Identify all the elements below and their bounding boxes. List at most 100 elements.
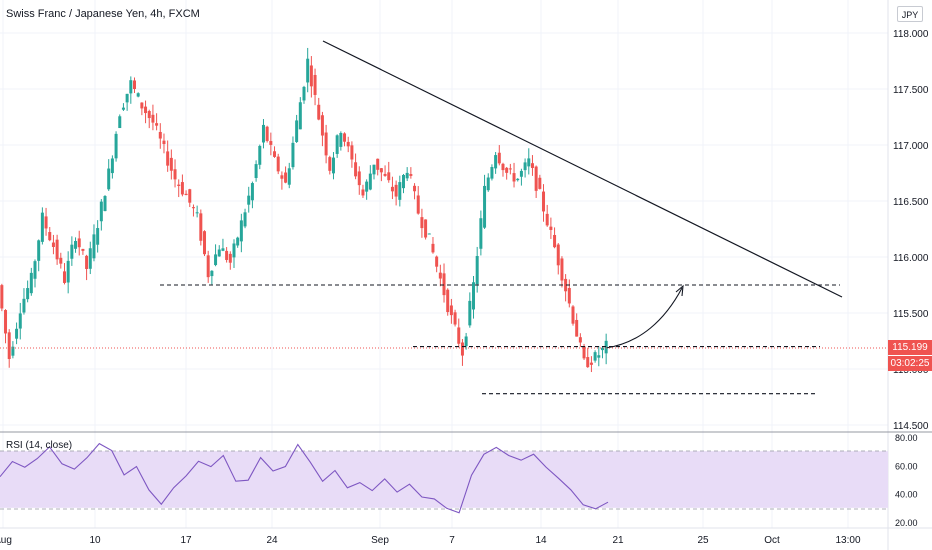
candle-body xyxy=(542,191,546,212)
candle-body xyxy=(166,151,170,166)
time-tick-label: 7 xyxy=(449,535,455,546)
candle-body xyxy=(446,289,450,313)
candle-body xyxy=(199,213,203,241)
candle-body xyxy=(236,237,240,246)
candle-body xyxy=(486,177,490,191)
candle-body xyxy=(85,255,89,269)
candle-body xyxy=(567,288,571,304)
price-tick-label: 118.000 xyxy=(893,29,929,40)
time-tick-label: 10 xyxy=(89,535,101,546)
candle-body xyxy=(250,183,254,201)
candle-body xyxy=(468,300,472,326)
candle-body xyxy=(29,272,33,294)
candle-body xyxy=(173,169,177,180)
candle-body xyxy=(273,151,277,157)
time-tick-label: 24 xyxy=(266,535,278,546)
candle-body xyxy=(376,158,380,170)
time-axis[interactable]: Aug 10 17 24 Sep 7 14 21 25 Oct 13:00 xyxy=(0,527,932,546)
candle-body xyxy=(464,336,468,347)
candle-body xyxy=(357,171,361,186)
candle-body xyxy=(394,184,398,197)
candle-body xyxy=(372,164,376,175)
candle-body xyxy=(508,168,512,170)
candle-body xyxy=(22,298,26,313)
candle-body xyxy=(195,212,199,214)
candle-body xyxy=(368,173,372,190)
candle-body xyxy=(203,231,207,255)
rsi-pane: 80.00 60.00 40.00 20.00 xyxy=(0,433,918,528)
candle-body xyxy=(298,102,302,130)
candle-body xyxy=(81,248,85,251)
candle-body xyxy=(339,132,343,147)
candle-body xyxy=(335,135,339,154)
candle-body xyxy=(210,270,214,277)
candle-body xyxy=(118,116,122,129)
candle-body xyxy=(151,114,155,123)
candle-body xyxy=(343,133,347,142)
candle-body xyxy=(361,189,365,196)
candle-body xyxy=(328,157,332,171)
candle-body xyxy=(354,162,358,177)
candle-body xyxy=(575,319,579,337)
candle-body xyxy=(331,157,335,174)
candle-body xyxy=(460,342,464,356)
candle-body xyxy=(604,340,608,354)
countdown-tag: 03:02:25 xyxy=(888,356,932,371)
candle-body xyxy=(560,258,564,281)
candle-body xyxy=(383,173,387,176)
candle-body xyxy=(110,158,114,174)
candle-body xyxy=(180,182,184,195)
rsi-legend: RSI (14, close) xyxy=(6,440,73,451)
rsi-tick-label: 80.00 xyxy=(895,433,918,443)
candle-body xyxy=(490,167,494,179)
candle-body xyxy=(217,249,221,257)
candle-body xyxy=(221,248,225,251)
candle-body xyxy=(51,242,55,247)
rsi-tick-label: 60.00 xyxy=(895,461,918,471)
candle-body xyxy=(556,244,560,266)
candle-body xyxy=(169,157,173,171)
candle-body xyxy=(295,120,299,142)
candle-body xyxy=(92,234,96,259)
time-tick-label: 14 xyxy=(535,535,547,546)
candle-body xyxy=(18,313,22,329)
candle-body xyxy=(589,362,593,365)
candle-body xyxy=(401,174,405,189)
candle-body xyxy=(442,273,446,296)
candle-body xyxy=(287,168,291,185)
candle-body xyxy=(206,255,210,278)
symbol-title: Swiss Franc / Japanese Yen, 4h, FXCM xyxy=(6,8,200,20)
candle-body xyxy=(48,232,52,241)
candle-body xyxy=(103,196,107,212)
candle-body xyxy=(538,177,542,189)
price-tick-label: 116.000 xyxy=(893,253,929,264)
candle-body xyxy=(324,132,328,156)
rsi-line xyxy=(0,442,609,514)
candle-body xyxy=(269,141,273,145)
candle-body xyxy=(129,80,133,94)
candle-body xyxy=(545,213,549,226)
candle-body xyxy=(320,115,324,136)
candle-body xyxy=(435,256,439,267)
candle-body xyxy=(309,65,313,87)
candle-body xyxy=(527,158,531,167)
candle-body xyxy=(553,234,557,248)
candle-body xyxy=(77,238,81,248)
candle-body xyxy=(26,288,30,300)
candle-body xyxy=(125,93,129,103)
candle-body xyxy=(571,306,575,324)
candle-body xyxy=(55,239,59,260)
candle-body xyxy=(132,80,136,89)
candle-body xyxy=(247,195,251,205)
candle-body xyxy=(158,131,162,139)
candle-body xyxy=(243,212,247,227)
candle-body xyxy=(578,337,582,343)
candle-body xyxy=(261,124,265,143)
descending-trendline[interactable] xyxy=(322,40,843,298)
candle-body xyxy=(379,168,383,173)
projection-arrow[interactable] xyxy=(605,284,684,349)
candle-body xyxy=(387,172,391,181)
currency-button[interactable]: JPY xyxy=(897,6,923,22)
candle-body xyxy=(479,218,483,249)
